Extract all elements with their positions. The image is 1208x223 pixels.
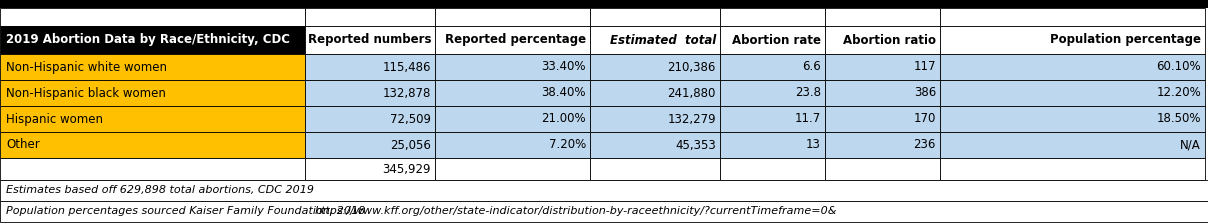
Text: 18.50%: 18.50% [1156, 112, 1201, 126]
Bar [0, 26, 304, 54]
Text: Abortion ratio: Abortion ratio [843, 33, 936, 47]
Bar [304, 132, 435, 158]
Text: 60.10%: 60.10% [1156, 60, 1201, 74]
Bar [435, 8, 590, 26]
Bar [0, 132, 304, 158]
Bar [720, 80, 825, 106]
Bar [940, 158, 1206, 180]
Text: Estimates based off 629,898 total abortions, CDC 2019: Estimates based off 629,898 total aborti… [6, 186, 314, 196]
Bar [435, 80, 590, 106]
Text: Reported numbers: Reported numbers [308, 33, 431, 47]
Bar [720, 8, 825, 26]
Text: 115,486: 115,486 [383, 60, 431, 74]
Bar [304, 54, 435, 80]
Bar [940, 80, 1206, 106]
Text: 117: 117 [913, 60, 936, 74]
Bar [304, 80, 435, 106]
Bar [0, 8, 304, 26]
Bar [304, 26, 435, 54]
Bar [825, 106, 940, 132]
Bar [825, 132, 940, 158]
Bar [825, 80, 940, 106]
Bar [590, 8, 720, 26]
Text: 386: 386 [913, 87, 936, 99]
Bar [590, 26, 720, 54]
Text: Non-Hispanic black women: Non-Hispanic black women [6, 87, 165, 99]
Text: 21.00%: 21.00% [541, 112, 586, 126]
Text: Estimated  total: Estimated total [610, 33, 716, 47]
Bar [590, 54, 720, 80]
Bar [304, 106, 435, 132]
Bar [590, 106, 720, 132]
Text: https://www.kff.org/other/state-indicator/distribution-by-raceethnicity/?current: https://www.kff.org/other/state-indicato… [315, 206, 837, 217]
Text: 13: 13 [806, 138, 821, 151]
Bar [720, 26, 825, 54]
Bar [940, 106, 1206, 132]
Bar [435, 54, 590, 80]
Text: 7.20%: 7.20% [548, 138, 586, 151]
Bar [940, 54, 1206, 80]
Bar [435, 26, 590, 54]
Text: Population percentages sourced Kaiser Family Foundation, 2018: Population percentages sourced Kaiser Fa… [6, 206, 365, 217]
Bar [0, 180, 1208, 201]
Bar [825, 26, 940, 54]
Text: 45,353: 45,353 [675, 138, 716, 151]
Text: 23.8: 23.8 [795, 87, 821, 99]
Text: 33.40%: 33.40% [541, 60, 586, 74]
Bar [825, 54, 940, 80]
Text: 11.7: 11.7 [795, 112, 821, 126]
Bar [304, 8, 435, 26]
Text: N/A: N/A [1180, 138, 1201, 151]
Bar [304, 158, 435, 180]
Bar [590, 158, 720, 180]
Text: 72,509: 72,509 [390, 112, 431, 126]
Text: 170: 170 [913, 112, 936, 126]
Text: 241,880: 241,880 [668, 87, 716, 99]
Text: Reported percentage: Reported percentage [445, 33, 586, 47]
Text: 25,056: 25,056 [390, 138, 431, 151]
Bar [0, 158, 304, 180]
Bar [435, 158, 590, 180]
Bar [0, 0, 1208, 8]
Bar [0, 106, 304, 132]
Bar [940, 26, 1206, 54]
Bar [435, 106, 590, 132]
Text: 2019 Abortion Data by Race/Ethnicity, CDC: 2019 Abortion Data by Race/Ethnicity, CD… [6, 33, 290, 47]
Bar [825, 8, 940, 26]
Text: Other: Other [6, 138, 40, 151]
Bar [720, 106, 825, 132]
Text: Hispanic women: Hispanic women [6, 112, 103, 126]
Bar [940, 8, 1206, 26]
Text: 12.20%: 12.20% [1156, 87, 1201, 99]
Text: 6.6: 6.6 [802, 60, 821, 74]
Text: Non-Hispanic white women: Non-Hispanic white women [6, 60, 167, 74]
Bar [0, 201, 1208, 222]
Text: Abortion rate: Abortion rate [732, 33, 821, 47]
Bar [940, 132, 1206, 158]
Text: Population percentage: Population percentage [1050, 33, 1201, 47]
Bar [720, 132, 825, 158]
Bar [720, 158, 825, 180]
Bar [590, 80, 720, 106]
Bar [0, 54, 304, 80]
Text: 132,878: 132,878 [383, 87, 431, 99]
Text: 236: 236 [913, 138, 936, 151]
Bar [720, 54, 825, 80]
Bar [825, 158, 940, 180]
Text: 345,929: 345,929 [383, 163, 431, 176]
Text: 132,279: 132,279 [667, 112, 716, 126]
Bar [435, 132, 590, 158]
Bar [590, 132, 720, 158]
Text: 38.40%: 38.40% [541, 87, 586, 99]
Text: 210,386: 210,386 [668, 60, 716, 74]
Bar [0, 80, 304, 106]
